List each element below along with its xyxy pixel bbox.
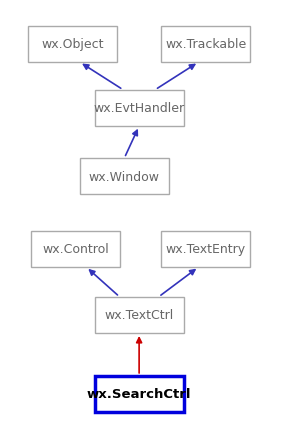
Text: wx.Control: wx.Control bbox=[42, 243, 109, 256]
Text: wx.TextCtrl: wx.TextCtrl bbox=[104, 309, 174, 322]
FancyBboxPatch shape bbox=[80, 159, 169, 195]
Text: wx.TextEntry: wx.TextEntry bbox=[166, 243, 246, 256]
Text: wx.Window: wx.Window bbox=[89, 170, 160, 183]
Text: wx.Object: wx.Object bbox=[41, 38, 104, 51]
FancyBboxPatch shape bbox=[161, 231, 250, 268]
Text: wx.Trackable: wx.Trackable bbox=[165, 38, 246, 51]
Text: wx.SearchCtrl: wx.SearchCtrl bbox=[87, 388, 192, 400]
FancyBboxPatch shape bbox=[31, 231, 120, 268]
FancyBboxPatch shape bbox=[161, 26, 250, 63]
FancyBboxPatch shape bbox=[95, 376, 184, 412]
FancyBboxPatch shape bbox=[28, 26, 117, 63]
FancyBboxPatch shape bbox=[95, 91, 184, 127]
Text: wx.EvtHandler: wx.EvtHandler bbox=[94, 102, 185, 115]
FancyBboxPatch shape bbox=[95, 297, 184, 333]
